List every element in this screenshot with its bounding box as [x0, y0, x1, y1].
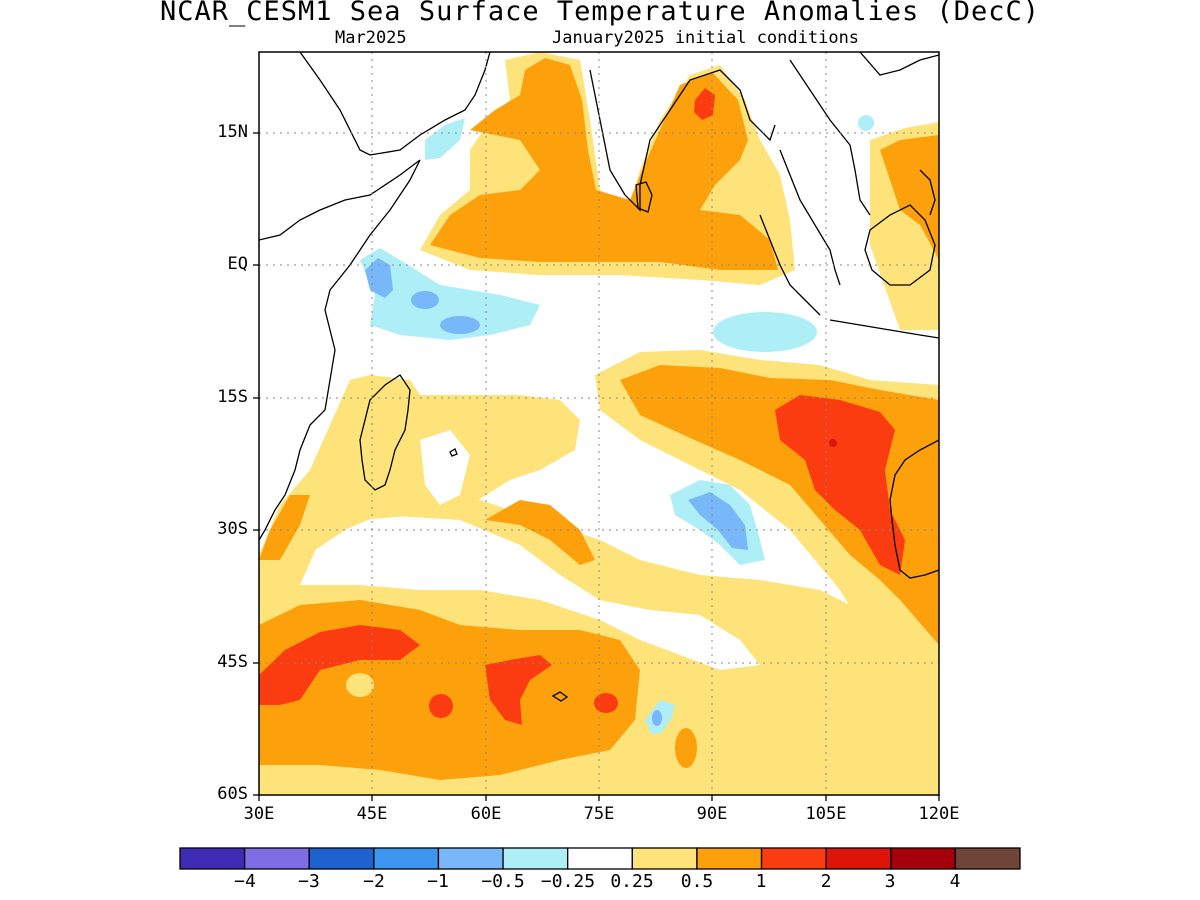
colorbar-label: −0.25	[540, 871, 596, 892]
colorbar-label: 1	[755, 871, 767, 892]
colorbar-label: 4	[949, 871, 961, 892]
sumatra-coast	[779, 149, 841, 286]
colorbar-swatch	[373, 847, 440, 870]
map-title: NCAR_CESM1 Sea Surface Temperature Anoma…	[159, 0, 1041, 27]
colorbar-swatch	[696, 847, 763, 870]
lon-label-60e: 60E	[470, 804, 502, 824]
anomaly-region-se-red	[775, 395, 905, 575]
colorbar-swatch	[760, 847, 827, 870]
anomaly-fields	[259, 52, 939, 795]
borneo	[864, 204, 936, 286]
anomaly-region-west-equatorial-cold	[360, 248, 540, 340]
colorbar-swatch	[243, 847, 310, 870]
madagascar	[359, 374, 411, 491]
neutral-gap-madagascar	[420, 430, 470, 505]
colorbar-swatch	[179, 847, 246, 870]
colorbar-label: −1	[427, 871, 449, 892]
colorbar-label: −3	[298, 871, 320, 892]
anomaly-region-sw-orange	[259, 495, 310, 560]
java	[829, 319, 939, 339]
anomaly-region-se-darkred	[829, 439, 837, 447]
lat-label-eq: EQ	[227, 254, 248, 274]
colorbar-swatch	[502, 847, 569, 870]
anomaly-region-cold-blue-3	[440, 316, 480, 334]
colorbar-label: −4	[234, 871, 256, 892]
sri-lanka	[635, 181, 653, 213]
anomaly-region-kerguelen-orange	[675, 728, 697, 768]
anomaly-region-south-red-small2	[429, 694, 453, 718]
africa-arabia-coast	[299, 52, 491, 156]
kerguelen-island	[551, 691, 569, 702]
anomaly-region-cold-scs	[858, 115, 874, 131]
neutral-gap-south	[300, 515, 760, 670]
lat-label-30s: 30S	[217, 519, 248, 539]
anomaly-region-cold-blue-south	[652, 710, 662, 726]
colorbar-label: −0.5	[481, 871, 525, 892]
africa-east-coast	[259, 159, 421, 541]
anomaly-region-bay-of-bengal-red	[694, 88, 715, 120]
lat-label-15s: 15S	[217, 387, 248, 407]
colorbar-label: −2	[363, 871, 385, 892]
colorbar-label: 0.25	[610, 871, 654, 892]
initial-conditions-label: January2025 initial conditions	[552, 28, 860, 48]
anomaly-region-east-orange	[880, 135, 939, 260]
mauritius	[449, 448, 458, 457]
colorbar-swatch	[631, 847, 698, 870]
colorbar-swatch	[825, 847, 892, 870]
forecast-month: Mar2025	[335, 28, 407, 48]
axis-ticks	[253, 132, 940, 801]
colorbar-swatch	[954, 847, 1021, 870]
anomaly-region-madagascar-yellow	[259, 375, 580, 580]
anomaly-region-cold-blue-2	[411, 291, 439, 309]
philippines	[919, 169, 936, 216]
lat-label-45s: 45S	[217, 652, 248, 672]
hainan-coast	[859, 52, 939, 76]
colorbar-swatch	[567, 847, 633, 870]
lon-label-45e: 45E	[356, 804, 388, 824]
anomaly-region-south-red-central	[485, 655, 552, 725]
colorbar-label: 3	[884, 871, 896, 892]
lat-label-15n: 15N	[217, 122, 248, 142]
anomaly-region-east-equatorial-cold	[713, 312, 817, 352]
lon-label-105e: 105E	[805, 804, 847, 824]
colorbar	[179, 847, 1021, 870]
anomaly-region-central-orange	[485, 500, 595, 565]
lon-label-90e: 90E	[696, 804, 728, 824]
anomaly-region-south-yellow-hole	[346, 673, 374, 697]
australia-west	[889, 439, 939, 579]
lon-label-75e: 75E	[583, 804, 615, 824]
anomaly-region-south-red-small	[594, 693, 618, 713]
india-coast	[589, 69, 776, 212]
anomaly-region-cold-blue-1	[365, 258, 393, 298]
colorbar-label: 0.5	[680, 871, 714, 892]
colorbar-label: 2	[820, 871, 832, 892]
lon-label-120e: 120E	[918, 804, 960, 824]
colorbar-swatch	[890, 847, 957, 870]
anomaly-region-cold-blue-south-central	[688, 492, 748, 550]
sumatra-south	[759, 214, 821, 316]
colorbar-swatch	[437, 847, 504, 870]
coastlines	[259, 52, 939, 702]
indochina	[789, 59, 871, 216]
lat-label-60s: 60S	[217, 784, 248, 804]
lon-label-30e: 30E	[243, 804, 275, 824]
gridlines	[259, 52, 939, 795]
anomaly-region-arabian-sea	[430, 58, 778, 270]
colorbar-swatch	[308, 847, 375, 870]
anomaly-region-south-red-west	[259, 625, 420, 705]
anomaly-region-cold-arabian	[425, 118, 465, 160]
